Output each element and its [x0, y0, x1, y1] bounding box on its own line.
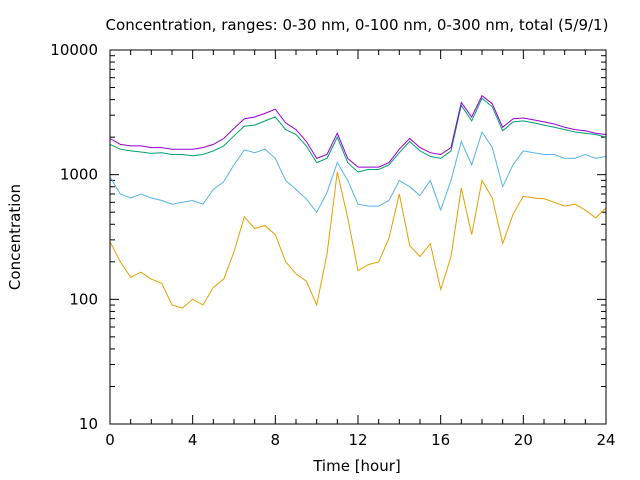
series-lines	[109, 94, 607, 309]
y-tick-label: 10	[79, 415, 98, 433]
x-axis-title: Time [hour]	[312, 457, 401, 475]
plot-frame	[109, 49, 607, 425]
y-tick-label: 10000	[50, 41, 98, 59]
x-tick-label: 0	[105, 431, 115, 449]
axis-ticks	[109, 50, 607, 425]
x-tick-label: 4	[188, 431, 198, 449]
series-line-3	[109, 97, 607, 173]
axis-tick-labels: 0 4 8 12 16 20 24 10 100 1000 10000	[50, 41, 615, 449]
series-line-1	[109, 171, 607, 309]
x-tick-label: 20	[514, 431, 533, 449]
x-tick-label: 16	[431, 431, 450, 449]
y-tick-label: 100	[69, 290, 98, 308]
chart-title: Concentration, ranges: 0-30 nm, 0-100 nm…	[106, 16, 609, 34]
series-line-2	[109, 130, 607, 214]
y-axis-title: Concentration	[6, 184, 24, 290]
y-tick-label: 1000	[60, 166, 98, 184]
series-line-4	[109, 94, 607, 168]
x-tick-label: 12	[348, 431, 367, 449]
x-tick-label: 24	[596, 431, 615, 449]
x-tick-label: 8	[271, 431, 281, 449]
